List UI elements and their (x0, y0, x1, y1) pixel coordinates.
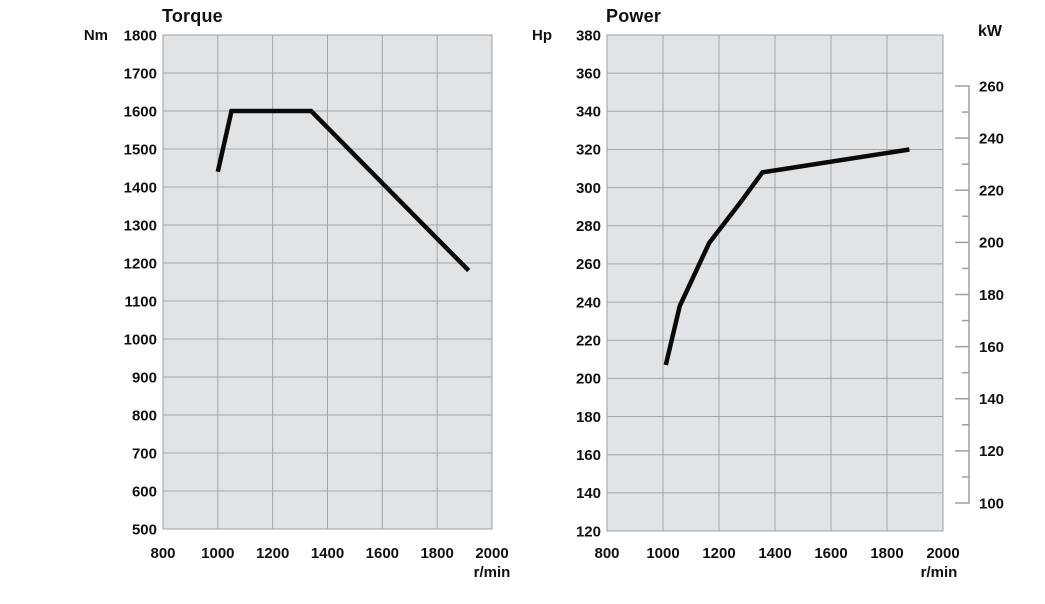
torque-y-tick-label: 1100 (124, 293, 157, 310)
power-y-tick-label: 120 (576, 523, 601, 540)
torque-y-tick-label: 1700 (124, 65, 157, 82)
power-y-tick-label: 160 (576, 447, 601, 464)
torque-curve (215, 108, 471, 273)
torque-x-tick-labels: 800 1000 1200 1400 1600 1800 2000 (150, 545, 508, 562)
kw-tick-label: 220 (979, 183, 1004, 200)
torque-plot-border (162, 34, 493, 530)
power-x-tick-label: 1600 (814, 545, 847, 562)
power-x-tick-label: 1400 (758, 545, 791, 562)
power-y-tick-label: 300 (576, 180, 601, 197)
torque-y-tick-label: 600 (132, 483, 157, 500)
power-y-tick-label: 280 (576, 218, 601, 235)
kw-tick-label: 260 (979, 78, 1004, 95)
torque-y-tick-label: 500 (132, 521, 157, 538)
kw-tick-label: 160 (979, 339, 1004, 356)
power-y-tick-label: 140 (576, 485, 601, 502)
torque-y-tick-label: 1000 (124, 331, 157, 348)
power-curve (663, 147, 910, 366)
power-y-tick-label: 340 (576, 104, 601, 121)
kw-tick-label: 200 (979, 235, 1004, 252)
power-y-tick-label: 180 (576, 409, 601, 426)
power-y-tick-label: 220 (576, 332, 601, 349)
power-y-tick-label: 240 (576, 294, 601, 311)
power-x-tick-labels: 800 1000 1200 1400 1600 1800 2000 (594, 545, 959, 562)
torque-y-tick-label: 1500 (124, 141, 157, 158)
torque-chart-title: Torque (162, 6, 223, 26)
kw-axis-labels: 260 240 220 200 180 160 140 120 100 (979, 78, 1004, 512)
power-x-tick-label: 800 (594, 545, 619, 562)
power-x-tick-label: 1200 (702, 545, 735, 562)
power-y-tick-label: 320 (576, 142, 601, 159)
torque-y-tick-label: 1800 (124, 27, 157, 44)
torque-x-axis-unit: r/min (473, 564, 511, 581)
kw-tick-label: 180 (979, 287, 1004, 304)
power-x-tick-label: 1800 (870, 545, 903, 562)
torque-x-tick-label: 800 (150, 545, 175, 562)
torque-y-tick-label: 1300 (124, 217, 157, 234)
torque-x-tick-label: 1600 (366, 545, 399, 562)
torque-y-tick-label: 1600 (124, 103, 157, 120)
power-y-tick-label: 360 (576, 65, 601, 82)
torque-y-tick-label: 900 (132, 369, 157, 386)
power-x-tick-label: 1000 (646, 545, 679, 562)
power-x-axis-unit: r/min (920, 564, 958, 581)
power-secondary-y-axis-unit: kW (978, 23, 1002, 40)
kw-tick-label: 140 (979, 391, 1004, 408)
torque-plot: 1800 1700 1600 1500 1400 1300 1200 1100 1000 900 8… (124, 27, 509, 562)
power-y-tick-label: 200 (576, 371, 601, 388)
torque-x-tick-label: 2000 (475, 545, 508, 562)
torque-x-tick-label: 1000 (201, 545, 234, 562)
kw-tick-label: 240 (979, 130, 1004, 147)
torque-x-tick-label: 1200 (256, 545, 289, 562)
power-plot: 380 360 340 320 300 280 260 240 220 200 180 160 140 1… (576, 27, 960, 562)
torque-y-axis-unit: Nm (83, 27, 108, 44)
power-y-tick-label: 260 (576, 256, 601, 273)
kw-axis: 260 240 220 200 180 160 140 120 100 (955, 78, 1004, 512)
kw-axis-ticks (955, 111, 969, 478)
torque-y-tick-label: 700 (132, 445, 157, 462)
kw-tick-label: 120 (979, 443, 1004, 460)
kw-tick-label: 100 (979, 495, 1004, 512)
power-y-tick-labels: 380 360 340 320 300 280 260 240 220 200 180 160 140 1… (576, 27, 601, 540)
power-plot-border (606, 34, 944, 532)
power-y-axis-unit: Hp (532, 27, 552, 44)
power-x-tick-label: 2000 (926, 545, 959, 562)
power-chart-title: Power (606, 6, 662, 26)
torque-y-tick-label: 1400 (124, 179, 157, 196)
torque-y-tick-labels: 1800 1700 1600 1500 1400 1300 1200 1100 1000 900 8… (124, 27, 157, 538)
torque-x-tick-label: 1400 (311, 545, 344, 562)
torque-y-tick-label: 800 (132, 407, 157, 424)
torque-y-tick-label: 1200 (124, 255, 157, 272)
power-y-tick-label: 380 (576, 27, 601, 44)
torque-x-tick-label: 1800 (420, 545, 453, 562)
